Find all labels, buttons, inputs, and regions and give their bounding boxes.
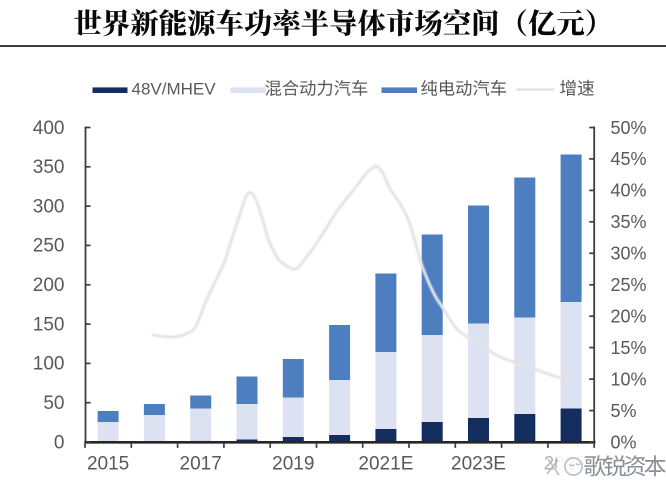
svg-text:2019: 2019 bbox=[272, 454, 314, 475]
svg-text:350: 350 bbox=[33, 157, 65, 178]
svg-text:2015: 2015 bbox=[87, 454, 129, 475]
svg-text:50: 50 bbox=[43, 393, 64, 414]
svg-text:300: 300 bbox=[33, 196, 65, 217]
svg-text:30%: 30% bbox=[611, 244, 647, 264]
svg-text:40%: 40% bbox=[611, 181, 647, 201]
svg-text:0: 0 bbox=[54, 432, 65, 453]
svg-text:15%: 15% bbox=[611, 338, 647, 358]
svg-text:48V/MHEV: 48V/MHEV bbox=[132, 80, 217, 99]
svg-text:100: 100 bbox=[33, 354, 65, 375]
svg-text:10%: 10% bbox=[611, 369, 647, 389]
svg-text:200: 200 bbox=[33, 275, 65, 296]
svg-text:150: 150 bbox=[33, 314, 65, 335]
svg-text:2017: 2017 bbox=[180, 454, 222, 475]
svg-text:400: 400 bbox=[33, 118, 65, 139]
svg-text:0%: 0% bbox=[611, 432, 637, 452]
svg-text:250: 250 bbox=[33, 236, 65, 257]
svg-text:2021E: 2021E bbox=[358, 454, 413, 475]
svg-text:20%: 20% bbox=[611, 307, 647, 327]
svg-text:25%: 25% bbox=[611, 275, 647, 295]
svg-text:35%: 35% bbox=[611, 212, 647, 232]
svg-text:5%: 5% bbox=[611, 401, 637, 421]
svg-text:45%: 45% bbox=[611, 149, 647, 169]
svg-text:2023E: 2023E bbox=[451, 454, 506, 475]
svg-text:50%: 50% bbox=[611, 118, 647, 138]
